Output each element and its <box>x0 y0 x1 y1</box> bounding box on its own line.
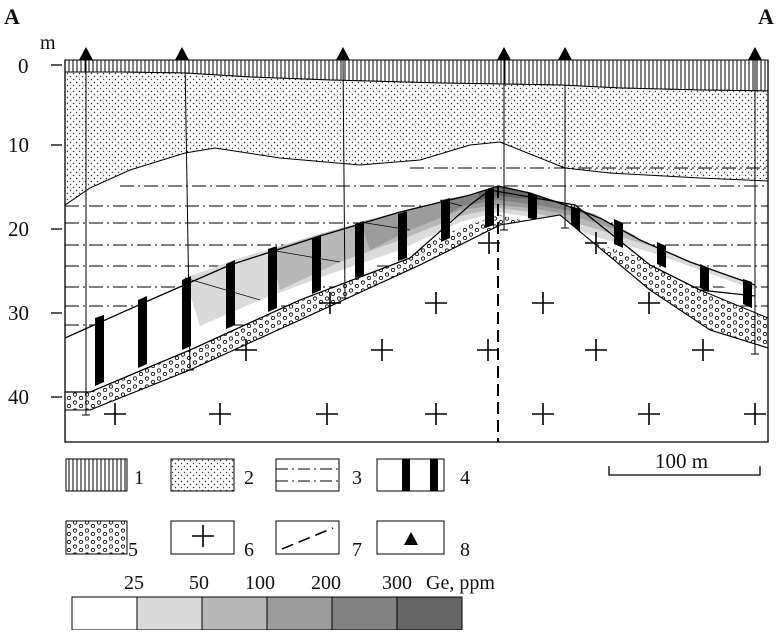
ge-grade-dark <box>360 188 640 250</box>
legend-item-1: 1 <box>65 458 144 492</box>
ge-concentration-scale: 25 50 100 200 300 Ge, ppm <box>71 572 495 631</box>
legend-number: 3 <box>352 467 362 489</box>
ge-scale-value: 25 <box>124 572 144 594</box>
scale-bar-label: 100 m <box>655 449 708 473</box>
ge-scale-value: 200 <box>311 572 341 594</box>
legend-number: 5 <box>128 539 138 561</box>
cross-section <box>64 47 769 443</box>
section-label-left: A <box>4 4 20 29</box>
legend-number: 6 <box>244 539 254 561</box>
legend-number: 1 <box>134 467 144 489</box>
granite-basement <box>65 215 768 442</box>
borehole-markers <box>79 47 762 60</box>
boreholes <box>82 59 759 416</box>
ge-scale-swatches <box>71 596 463 631</box>
ge-scale-swatch <box>201 596 268 631</box>
granite-crosses <box>104 232 766 425</box>
grade-boundary-line <box>184 199 463 301</box>
legend-item-5: 5 <box>65 520 138 561</box>
section-label-right: A <box>758 4 774 29</box>
legend-number: 7 <box>352 539 362 561</box>
depth-tick-label: 10 <box>8 133 29 157</box>
depth-tick-label: 30 <box>8 301 29 325</box>
ge-scale-swatch <box>396 596 463 631</box>
legend-item-7: 7 <box>275 520 362 561</box>
legend-item-4: 4 <box>376 458 470 492</box>
legend-item-2: 2 <box>170 458 254 492</box>
legend-item-8: 8 <box>376 520 470 561</box>
depth-tick-label: 0 <box>18 54 29 78</box>
ge-scale-swatch <box>331 596 398 631</box>
sand-layer <box>64 71 769 206</box>
legend-item-6: 6 <box>170 520 254 561</box>
depth-unit-label: m <box>40 32 56 54</box>
depth-tick-label: 40 <box>8 385 29 409</box>
ge-scale-value: 50 <box>189 572 209 594</box>
ore-layer-base <box>65 189 756 393</box>
ge-scale-unit: Ge, ppm <box>426 572 495 594</box>
section-frame <box>64 60 769 443</box>
ge-scale-value: 100 <box>245 572 275 594</box>
scale-bar: 100 m <box>608 449 761 476</box>
ore-stripes <box>95 188 752 386</box>
legend-item-3: 3 <box>275 458 362 492</box>
legend: 1 2 3 4 5 6 7 <box>65 458 470 561</box>
depth-tick-label: 20 <box>8 217 29 241</box>
ge-scale-value: 300 <box>382 572 412 594</box>
ge-scale-swatch <box>71 596 138 631</box>
ge-scale-swatch <box>266 596 333 631</box>
legend-number: 4 <box>460 467 470 489</box>
depth-axis: m 0 10 20 30 40 <box>8 32 62 409</box>
legend-number: 8 <box>460 539 470 561</box>
ge-scale-swatch <box>136 596 203 631</box>
legend-number: 2 <box>244 467 254 489</box>
